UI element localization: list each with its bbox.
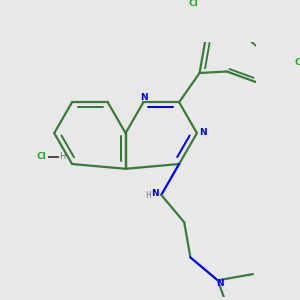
Text: Cl: Cl (294, 58, 300, 68)
Text: Cl: Cl (37, 152, 46, 161)
Text: N: N (217, 279, 224, 288)
Text: N: N (152, 189, 159, 198)
Text: N: N (140, 94, 148, 103)
Text: H: H (145, 191, 151, 200)
Text: N: N (199, 128, 207, 137)
Text: Cl: Cl (189, 0, 199, 8)
Text: H: H (59, 152, 65, 161)
